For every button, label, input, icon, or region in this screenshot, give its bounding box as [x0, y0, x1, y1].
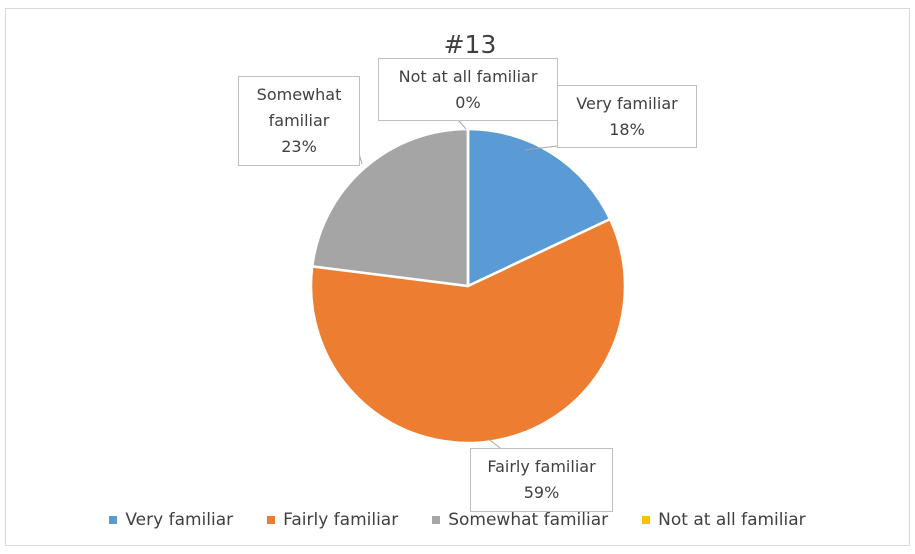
- pie-slice: [310, 127, 470, 288]
- pie-slice: [466, 127, 612, 288]
- chart-frame: [5, 8, 910, 546]
- legend-item: Not at all familiar: [642, 510, 806, 530]
- legend-swatch: [267, 516, 276, 524]
- legend-item: Somewhat familiar: [432, 510, 608, 530]
- pie-slice: [309, 217, 627, 445]
- legend-item: Fairly familiar: [267, 510, 398, 530]
- chart-title: #13: [443, 30, 497, 59]
- label-value: 23%: [281, 137, 317, 156]
- legend-label: Fairly familiar: [283, 510, 399, 530]
- data-label: Not at all familiar 0%: [378, 58, 558, 121]
- legend: Very familiar Fairly familiar Somewhat f…: [0, 510, 915, 530]
- legend-item: Very familiar: [109, 510, 233, 530]
- label-category: Fairly familiar: [487, 457, 596, 476]
- legend-swatch: [109, 516, 118, 524]
- label-value: 0%: [455, 93, 481, 112]
- legend-swatch: [432, 516, 441, 524]
- legend-swatch: [642, 516, 651, 524]
- leader-line: [524, 145, 558, 151]
- legend-label: Not at all familiar: [658, 510, 806, 530]
- label-category: Somewhat familiar: [256, 85, 342, 130]
- data-label: Very familiar 18%: [557, 85, 697, 148]
- legend-label: Somewhat familiar: [448, 510, 609, 530]
- leader-line: [489, 439, 501, 449]
- label-category: Not at all familiar: [398, 67, 538, 86]
- label-category: Very familiar: [576, 94, 678, 113]
- label-value: 18%: [609, 120, 645, 139]
- legend-label: Very familiar: [125, 510, 234, 530]
- data-label: Fairly familiar 59%: [470, 448, 613, 512]
- leader-line: [457, 119, 467, 130]
- label-value: 59%: [523, 483, 560, 502]
- pie: [309, 127, 627, 445]
- data-label: Somewhat familiar 23%: [238, 76, 360, 166]
